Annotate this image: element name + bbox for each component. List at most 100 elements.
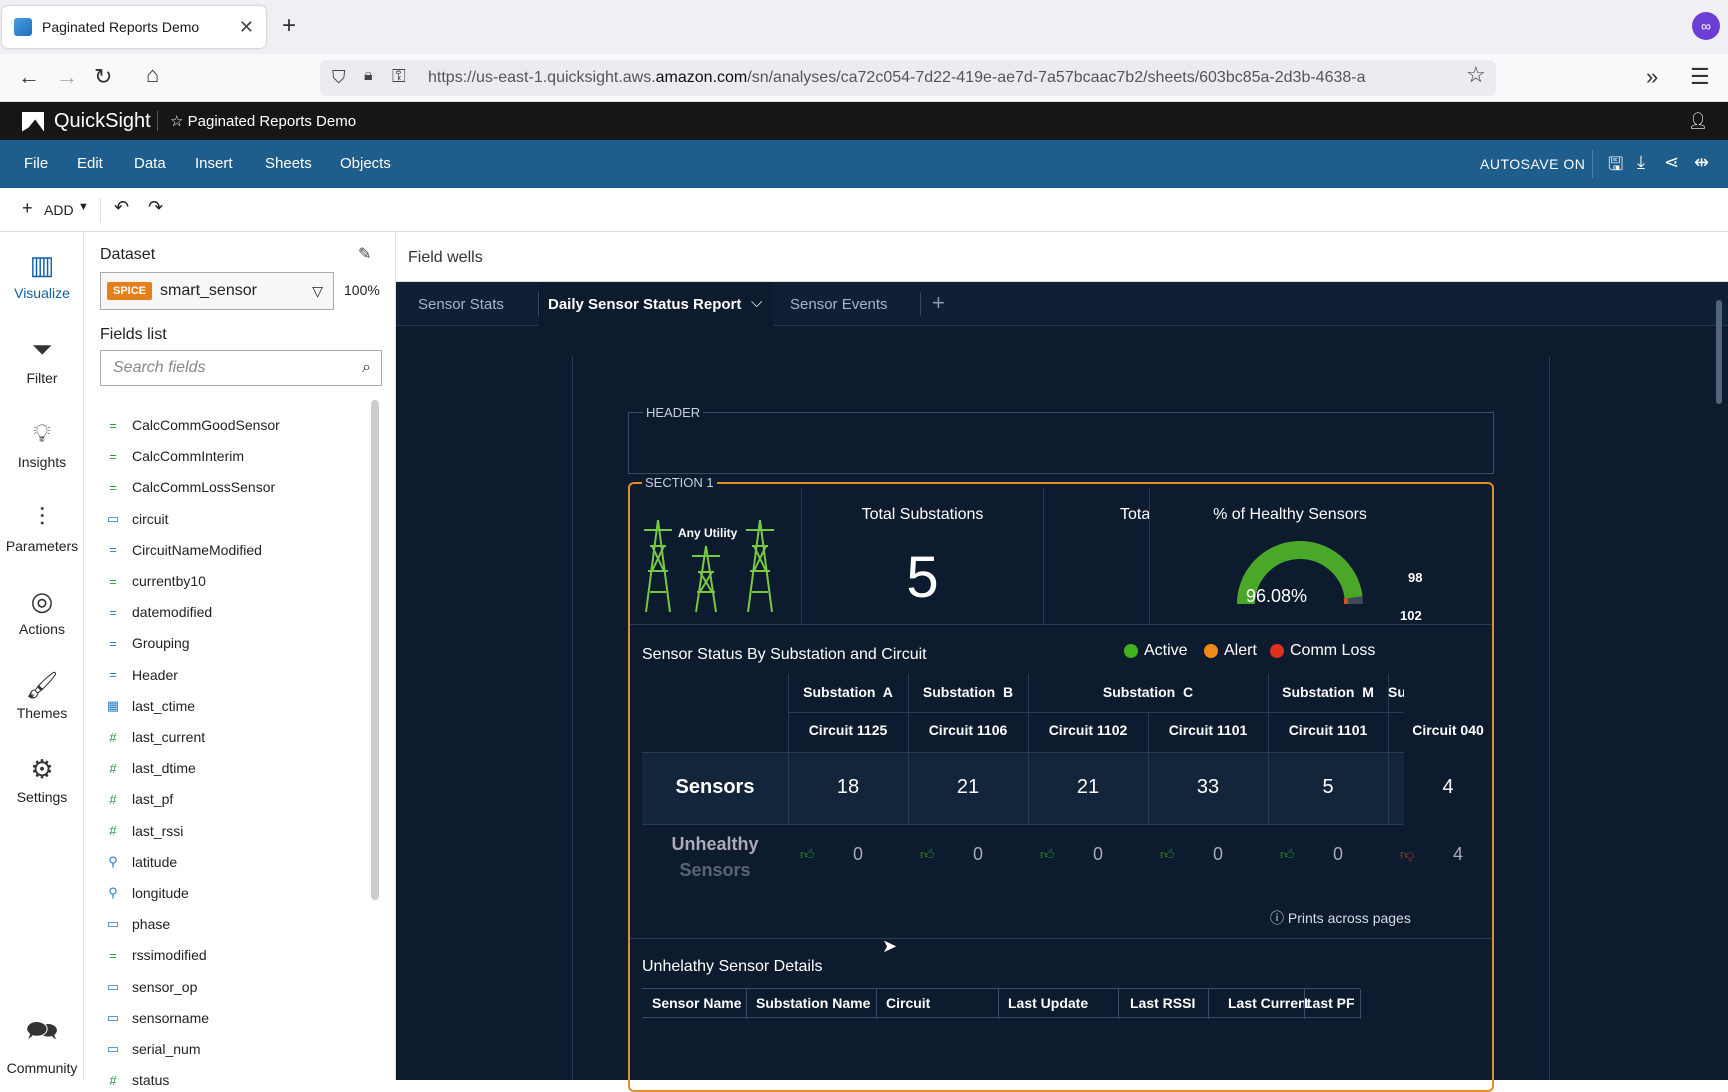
field-item[interactable]: ▭sensor_op	[104, 979, 197, 995]
undo-icon[interactable]: ↶	[114, 197, 129, 218]
prints-across-pages-note: ⓘ Prints across pages	[1270, 908, 1411, 928]
browser-profile-icon[interactable]: ∞	[1692, 12, 1720, 40]
details-column-header[interactable]: Circuit	[886, 995, 930, 1011]
back-icon[interactable]: ←	[18, 64, 40, 90]
field-item[interactable]: =Grouping	[104, 635, 190, 651]
add-plus-icon[interactable]: +	[22, 198, 33, 219]
field-item[interactable]: ▦last_ctime	[104, 698, 195, 714]
logo-tile[interactable]: Any Utility	[630, 488, 802, 624]
field-item[interactable]: ▭sensorname	[104, 1010, 209, 1026]
thumbs-up-icon: 👍︎	[1160, 846, 1175, 863]
download-icon[interactable]: ⤓	[1637, 152, 1645, 173]
field-item[interactable]: ⚲latitude	[104, 854, 177, 870]
field-name: last_dtime	[132, 760, 196, 776]
field-item[interactable]: ▭circuit	[104, 511, 169, 527]
gauge-value: 96.08%	[1246, 586, 1307, 607]
details-column-header[interactable]: Last Update	[1008, 995, 1088, 1011]
autosave-toggle[interactable]: AUTOSAVE ON	[1480, 156, 1585, 172]
canvas-scrollbar[interactable]	[1716, 300, 1722, 404]
field-item[interactable]: =CalcCommLossSensor	[104, 479, 275, 495]
report-header-section[interactable]: HEADER	[628, 412, 1494, 474]
add-chevron-down-icon[interactable]: ▼	[78, 201, 89, 213]
tab-daily-sensor-status-report[interactable]: Daily Sensor Status Report ⌵	[539, 282, 773, 326]
quicksight-logo[interactable]: QuickSight	[22, 110, 151, 133]
rail-themes[interactable]: 🖌︎Themes	[0, 670, 84, 721]
app-menu-icon[interactable]: ☰	[1690, 64, 1710, 90]
close-tab-icon[interactable]: ✕	[239, 17, 254, 38]
field-item[interactable]: =CalcCommInterim	[104, 448, 244, 464]
field-item[interactable]: =rssimodified	[104, 947, 207, 963]
menu-edit[interactable]: Edit	[77, 155, 103, 172]
field-item[interactable]: ⚲longitude	[104, 885, 189, 901]
add-sheet-icon[interactable]: +	[932, 290, 945, 316]
field-list-scrollbar[interactable]	[371, 400, 379, 900]
favorite-star-icon[interactable]: ☆	[170, 113, 188, 130]
details-column-header[interactable]: Last RSSI	[1130, 995, 1195, 1011]
key-icon[interactable]: ⚿	[392, 66, 406, 87]
field-item[interactable]: ▭phase	[104, 916, 170, 932]
dataset-select[interactable]: SPICE smart_sensor ▽	[100, 272, 334, 310]
reload-icon[interactable]: ↻	[94, 64, 112, 90]
menu-objects[interactable]: Objects	[340, 155, 391, 172]
rail-community[interactable]: 🗪Community	[0, 1012, 84, 1076]
details-column-header[interactable]: Sensor Name	[652, 995, 741, 1011]
filter-icon: ⏷	[0, 334, 84, 366]
field-item[interactable]: =currentby10	[104, 573, 206, 589]
details-column-header[interactable]: Last Current	[1228, 995, 1311, 1011]
details-column-header[interactable]: Substation Name	[756, 995, 870, 1011]
menu-insert[interactable]: Insert	[195, 155, 233, 172]
save-icon[interactable]: 🖫	[1608, 152, 1623, 182]
lock-icon[interactable]: 🔒︎	[364, 67, 373, 85]
field-item[interactable]: #last_pf	[104, 791, 173, 807]
shield-icon[interactable]: ⛉	[332, 67, 346, 88]
menu-data[interactable]: Data	[134, 155, 166, 172]
field-item[interactable]: =CalcCommGoodSensor	[104, 417, 280, 433]
field-wells-bar[interactable]: Field wells	[396, 232, 1728, 282]
field-item[interactable]: =CircuitNameModified	[104, 542, 262, 558]
overflow-chevron-icon[interactable]: »	[1646, 64, 1658, 90]
menu-file[interactable]: File	[24, 155, 48, 172]
tab-sensor-stats[interactable]: Sensor Stats	[418, 296, 504, 313]
url-bar[interactable]: ⛉ 🔒︎ ⚿ https://us-east-1.quicksight.aws.…	[320, 60, 1496, 96]
search-fields-input[interactable]: Search fields ⌕	[100, 350, 382, 386]
rail-label: Parameters	[6, 538, 78, 554]
brush-icon: 🖌︎	[0, 670, 84, 701]
forward-icon[interactable]: →	[56, 64, 78, 90]
field-item[interactable]: #last_rssi	[104, 823, 183, 839]
browser-tab[interactable]: Paginated Reports Demo ✕	[2, 6, 266, 48]
rail-actions[interactable]: ◎Actions	[0, 586, 84, 637]
user-icon[interactable]: 👤︎	[1688, 111, 1708, 131]
home-icon[interactable]: ⌂	[146, 62, 159, 88]
field-item[interactable]: #last_current	[104, 729, 205, 745]
redo-icon[interactable]: ↷	[148, 197, 163, 218]
menu-sheets[interactable]: Sheets	[265, 155, 312, 172]
rail-insights[interactable]: 💡︎Insights	[0, 418, 84, 470]
rail-parameters[interactable]: ⫶Parameters	[0, 502, 84, 554]
rail-filter[interactable]: ⏷Filter	[0, 334, 84, 386]
kpi-truncated[interactable]: Tota	[1044, 488, 1150, 624]
field-item[interactable]: =datemodified	[104, 604, 212, 620]
kpi-total-substations[interactable]: Total Substations 5	[802, 488, 1044, 624]
field-item[interactable]: #last_dtime	[104, 760, 196, 776]
share-icon[interactable]: ⋖	[1664, 152, 1679, 173]
new-tab-icon[interactable]: +	[282, 12, 296, 40]
rail-settings[interactable]: ⚙Settings	[0, 754, 84, 805]
rail-visualize[interactable]: ▥Visualize	[0, 250, 84, 301]
search-placeholder: Search fields	[113, 359, 206, 377]
unhealthy-details-table-header[interactable]: Sensor Name Substation Name Circuit Last Up…	[642, 988, 1360, 1018]
tab-sensor-events[interactable]: Sensor Events	[790, 296, 888, 313]
field-item[interactable]: =Header	[104, 667, 178, 683]
kpi-healthy-sensors[interactable]: % of Healthy Sensors 96.08% 98 102	[1150, 488, 1430, 624]
field-item[interactable]: #status	[104, 1072, 169, 1088]
search-icon[interactable]: ⌕	[362, 359, 371, 377]
field-item[interactable]: ▭serial_num	[104, 1041, 200, 1057]
analysis-title[interactable]: ☆ Paginated Reports Demo	[170, 112, 356, 130]
report-section-1[interactable]: SECTION 1 Any Utility Total Substations …	[628, 482, 1494, 1092]
fit-width-icon[interactable]: ⇹	[1694, 152, 1709, 173]
add-button[interactable]: ADD	[44, 202, 74, 218]
edit-pencil-icon[interactable]: ✎	[358, 244, 371, 264]
bookmark-star-icon[interactable]: ☆	[1466, 62, 1486, 88]
tab-chevron-down-icon[interactable]: ⌵	[751, 294, 762, 311]
details-column-header[interactable]: Last PF	[1304, 995, 1355, 1011]
